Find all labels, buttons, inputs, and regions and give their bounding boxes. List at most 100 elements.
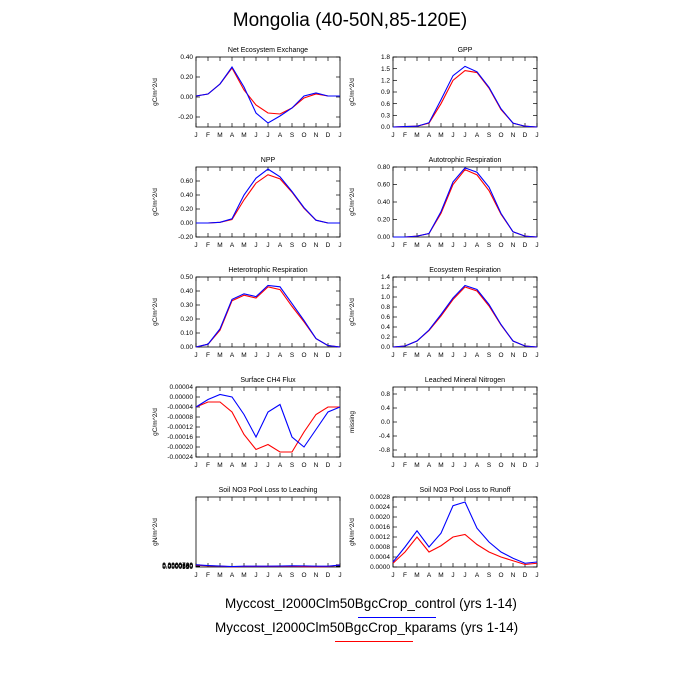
xtick-label-6-8: S [290, 462, 295, 469]
panel-title-5: Ecosystem Respiration [429, 267, 501, 274]
series-line-6-0 [195, 401, 340, 453]
xtick-label-5-2: M [414, 352, 419, 359]
ytick-label-5-3: 0.6 [381, 314, 390, 321]
ytick-label-1-4: 1.2 [381, 78, 390, 85]
series-line-6-1 [195, 393, 341, 448]
xtick-label-6-5: J [254, 462, 257, 469]
ytick-label-1-3: 0.9 [381, 89, 390, 96]
xtick-label-6-9: O [301, 462, 306, 469]
xtick-label-1-6: J [463, 132, 466, 139]
xtick-label-7-1: F [403, 462, 407, 469]
panel-ylabel-6: gC/m^2/d [152, 408, 159, 436]
legend-swatch-control [358, 617, 436, 618]
xtick-label-9-4: M [438, 572, 443, 579]
xtick-label-6-6: J [266, 462, 269, 469]
xtick-label-5-9: O [498, 352, 503, 359]
xtick-label-5-11: D [523, 352, 528, 359]
ytick-label-8-5: 0.0000720 [162, 562, 193, 569]
xtick-label-5-10: N [511, 352, 516, 359]
xtick-label-2-6: J [266, 242, 269, 249]
xtick-label-2-4: M [241, 242, 246, 249]
xtick-label-2-0: J [194, 242, 197, 249]
series-line-9-1 [392, 501, 538, 564]
xtick-label-9-8: S [487, 572, 492, 579]
xtick-label-4-9: O [301, 352, 306, 359]
xtick-label-9-6: J [463, 572, 466, 579]
panel-ylabel-7: missing [349, 411, 356, 433]
xtick-label-5-3: A [427, 352, 432, 359]
xtick-label-8-6: J [266, 572, 269, 579]
xtick-label-5-1: F [403, 352, 407, 359]
ytick-label-2-0: -0.20 [178, 234, 193, 241]
panel-ylabel-5: gC/m^2/d [349, 298, 356, 326]
xtick-label-1-8: S [487, 132, 492, 139]
series-line-1-1 [392, 65, 538, 128]
xtick-label-1-0: J [391, 132, 394, 139]
ytick-label-2-4: 0.60 [180, 178, 193, 185]
panel-frame-9 [392, 496, 538, 568]
legend-swatch-kparams [335, 641, 413, 642]
ytick-label-9-1: 0.0004 [370, 554, 390, 561]
ytick-label-3-2: 0.40 [377, 199, 390, 206]
panel-title-8: Soil NO3 Pool Loss to Leaching [219, 487, 318, 494]
xtick-label-6-0: J [194, 462, 197, 469]
xtick-label-2-8: S [290, 242, 295, 249]
xtick-label-5-5: J [451, 352, 454, 359]
xtick-label-4-8: S [290, 352, 295, 359]
panel-ylabel-2: gC/m^2/d [152, 188, 159, 216]
xtick-label-7-11: D [523, 462, 528, 469]
ytick-label-1-2: 0.6 [381, 101, 390, 108]
series-line-4-0 [195, 286, 341, 348]
panel-frame-8 [195, 496, 341, 568]
xtick-label-0-2: M [217, 132, 222, 139]
ytick-label-9-0: 0.0000 [370, 564, 390, 571]
ytick-label-5-2: 0.4 [381, 324, 390, 331]
xtick-label-0-0: J [194, 132, 197, 139]
ytick-label-9-4: 0.0016 [370, 524, 390, 531]
xtick-label-3-7: A [475, 242, 480, 249]
series-line-1-0 [392, 70, 538, 128]
series-line-0-1 [195, 65, 340, 124]
xtick-label-0-9: O [301, 132, 306, 139]
ytick-label-6-3: -0.00012 [167, 424, 193, 431]
xtick-label-3-1: F [403, 242, 407, 249]
xtick-label-9-2: M [414, 572, 419, 579]
xtick-label-7-3: A [427, 462, 432, 469]
xtick-label-9-11: D [523, 572, 528, 579]
ytick-label-8-1: 0.0000560 [162, 564, 193, 571]
xtick-label-3-12: J [535, 242, 538, 249]
ytick-label-9-5: 0.0020 [370, 514, 390, 521]
ytick-label-7-4: 0.8 [381, 391, 390, 398]
xtick-label-4-7: A [278, 352, 283, 359]
series-line-5-1 [392, 284, 538, 348]
xtick-label-8-3: A [230, 572, 235, 579]
xtick-label-9-1: F [403, 572, 407, 579]
ytick-label-1-0: 0.0 [381, 124, 390, 131]
ytick-label-9-7: 0.0028 [370, 494, 390, 501]
xtick-label-3-0: J [391, 242, 394, 249]
panel-frame-0 [195, 56, 341, 128]
xtick-label-3-4: M [438, 242, 443, 249]
xtick-label-6-11: D [326, 462, 331, 469]
ytick-label-7-0: -0.8 [379, 447, 391, 454]
panel-title-0: Net Ecosystem Exchange [228, 47, 308, 54]
ytick-label-6-4: -0.00008 [167, 414, 193, 421]
ytick-label-8-2: 0.0000600 [162, 563, 193, 570]
xtick-label-4-6: J [266, 352, 269, 359]
ytick-label-5-1: 0.2 [381, 334, 390, 341]
xtick-label-6-4: M [241, 462, 246, 469]
xtick-label-6-1: F [206, 462, 210, 469]
xtick-label-2-12: J [338, 242, 341, 249]
xtick-label-8-11: D [326, 572, 331, 579]
ytick-label-7-2: 0.0 [381, 419, 390, 426]
panel-title-4: Heterotrophic Respiration [228, 267, 307, 274]
ytick-label-1-6: 1.8 [381, 54, 390, 61]
xtick-label-4-2: M [217, 352, 222, 359]
ytick-label-5-7: 1.4 [381, 274, 390, 281]
xtick-label-0-3: A [230, 132, 235, 139]
ytick-label-4-1: 0.10 [180, 330, 193, 337]
xtick-label-4-11: D [326, 352, 331, 359]
ytick-label-7-3: 0.4 [381, 405, 390, 412]
xtick-label-7-12: J [535, 462, 538, 469]
